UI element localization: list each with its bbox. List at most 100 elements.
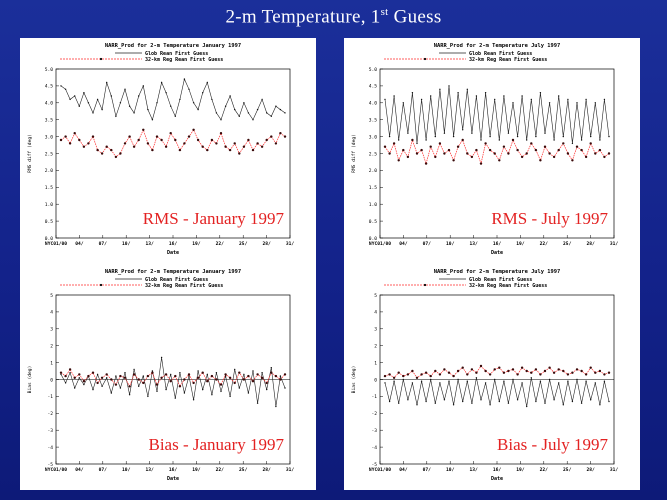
bias-jul-point-reg xyxy=(498,366,501,369)
rms-jul-point-glob xyxy=(585,98,587,101)
bias-jul-point-reg xyxy=(443,368,446,371)
rms-jul-point-glob xyxy=(489,135,491,138)
rms-jan-y-axis-label: RMS diff (deg) xyxy=(27,134,33,173)
rms-jan-point-glob xyxy=(78,105,80,107)
bias-jan-point-glob xyxy=(234,368,236,371)
rms-jul-point-glob xyxy=(530,98,532,101)
rms-jul-point-glob xyxy=(498,139,500,141)
bias-jan-x-tick-label: 28/ xyxy=(262,467,271,473)
bias-jul-point-reg xyxy=(584,373,588,376)
rms-jul-x-tick-label: NYC01/00 xyxy=(369,241,391,247)
rms-jan-point-glob xyxy=(197,108,199,111)
bias-jul-point-glob xyxy=(398,402,400,404)
bias-jan-point-glob xyxy=(101,385,103,387)
rms-jan-y-tick-label: 0.0 xyxy=(45,236,54,242)
rms-jul-point-glob xyxy=(452,135,455,138)
bias-jan-point-glob xyxy=(106,377,108,379)
bias-jul-point-reg xyxy=(475,371,478,374)
rms-jan-point-reg xyxy=(78,138,81,142)
bias-jul-point-reg xyxy=(566,373,570,376)
rms-jul-point-reg xyxy=(566,152,570,155)
bias-jul-point-glob xyxy=(580,402,583,404)
bias-jan-point-reg xyxy=(137,378,140,381)
rms-jan-x-tick-label: 10/ xyxy=(122,241,131,247)
rms-jan-point-glob xyxy=(74,95,76,97)
bias-jul-point-glob xyxy=(507,402,510,404)
bias-jul-x-axis-label: Date xyxy=(491,476,503,482)
bias-jan-y-tick-label: 3 xyxy=(50,327,53,333)
rms-jul-legend-marker-reg xyxy=(423,57,427,61)
rms-jul-x-tick-label: 10/ xyxy=(446,241,455,247)
rms-jul-point-glob xyxy=(393,95,395,97)
rms-jul-point-glob xyxy=(425,139,427,141)
bias-jan-point-glob xyxy=(275,405,277,408)
bias-jan-y-tick-label: 2 xyxy=(50,344,53,350)
rms-jan-point-reg xyxy=(192,128,195,131)
bias-jul-y-tick-label: 1 xyxy=(374,360,377,366)
rms-jan-point-reg xyxy=(233,142,236,145)
rms-jan-point-reg xyxy=(160,138,163,142)
bias-jul-point-glob xyxy=(590,399,592,401)
bias-jan-x-tick-label: NYC01/00 xyxy=(45,467,67,473)
rms-jan-point-glob xyxy=(83,92,85,94)
bias-jul-point-reg xyxy=(539,373,542,376)
rms-january-chart: NARR_Prod for 2-m Temperature January 19… xyxy=(27,43,294,256)
bias-jul-x-tick-label: 16/ xyxy=(493,467,502,473)
rms-jul-point-glob xyxy=(576,102,578,104)
rms-jan-point-glob xyxy=(270,115,272,118)
bias-jul-point-reg xyxy=(575,368,579,371)
bias-july-chart: NARR_Prod for 2-m Temperature July 1997 G… xyxy=(351,269,618,482)
bias-jan-point-glob xyxy=(92,388,94,391)
rms-jan-point-reg xyxy=(68,142,72,145)
rms-jan-point-reg xyxy=(164,145,168,148)
rms-jan-point-glob xyxy=(279,108,282,111)
rms-jan-point-reg xyxy=(96,148,99,152)
rms-jan-point-reg xyxy=(128,135,131,138)
bias-jul-point-reg xyxy=(470,368,474,371)
rms-jul-point-reg xyxy=(488,148,492,152)
rms-jul-legend-label-reg: 32-km Reg Rean First Guess xyxy=(469,57,547,63)
rms-jan-point-reg xyxy=(251,148,255,152)
bias-jul-point-glob xyxy=(553,399,555,401)
bias-jul-point-glob xyxy=(439,382,441,384)
rms-jul-point-glob xyxy=(544,132,546,134)
rms-jan-y-tick-label: 3.5 xyxy=(45,118,54,124)
bias-jan-overlay-label: Bias - January 1997 xyxy=(148,435,284,454)
rms-jan-series-reg-line xyxy=(60,128,286,158)
rms-jul-point-reg xyxy=(443,152,446,155)
rms-jul-point-glob xyxy=(512,102,514,104)
rms-jan-point-glob xyxy=(188,88,190,90)
bias-jul-point-glob xyxy=(530,377,532,379)
bias-jan-point-glob xyxy=(96,373,99,376)
rms-jan-point-reg xyxy=(242,145,246,148)
bias-jan-point-reg xyxy=(265,381,268,385)
rms-jul-point-reg xyxy=(534,148,538,152)
rms-jul-point-glob xyxy=(484,92,487,94)
rms-jan-y-tick-label: 2.5 xyxy=(45,151,54,157)
rms-jul-point-reg xyxy=(383,145,387,148)
bias-jan-point-reg xyxy=(224,373,227,376)
bias-jan-point-glob xyxy=(261,372,263,374)
bias-jan-y-tick-label: -4 xyxy=(47,445,53,451)
rms-jan-point-glob xyxy=(92,112,94,114)
bias-jul-x-tick-label: 28/ xyxy=(586,467,595,473)
bias-jan-y-tick-label: 5 xyxy=(50,293,53,299)
bias-jan-point-reg xyxy=(206,380,209,383)
bias-jul-point-reg xyxy=(594,371,597,374)
rms-jul-point-reg xyxy=(415,152,419,155)
bias-jul-y-axis-label: Bias (deg) xyxy=(351,366,357,394)
rms-jul-y-tick-label: 0.5 xyxy=(369,219,378,225)
bias-jan-y-tick-label: -2 xyxy=(47,411,53,417)
rms-jul-point-reg xyxy=(516,148,519,152)
bias-jul-point-reg xyxy=(438,373,442,376)
rms-jan-x-tick-label: 16/ xyxy=(169,241,178,247)
bias-jul-point-reg xyxy=(607,371,611,374)
bias-jan-point-reg xyxy=(283,373,287,376)
rms-jul-y-tick-label: 2.0 xyxy=(369,168,378,174)
bias-jan-point-reg xyxy=(68,368,72,371)
rms-jan-point-glob xyxy=(64,88,67,90)
bias-jan-point-glob xyxy=(202,388,204,391)
bias-jan-point-glob xyxy=(179,372,181,374)
rms-jul-point-reg xyxy=(511,138,515,142)
rms-jul-chart-title: NARR_Prod for 2-m Temperature July 1997 xyxy=(434,43,561,49)
